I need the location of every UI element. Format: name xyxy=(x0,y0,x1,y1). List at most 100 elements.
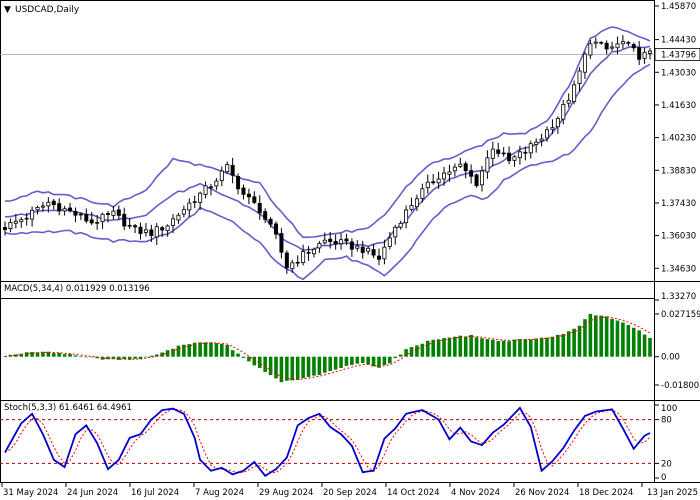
price-bar xyxy=(344,233,349,245)
price-bar xyxy=(8,218,13,233)
macd-bar xyxy=(100,356,105,360)
macd-axis: 0.027159 0.00 -0.018008 xyxy=(655,310,700,391)
price-bar xyxy=(24,212,29,226)
macd-tick-label: -0.018008 xyxy=(661,381,700,391)
macd-bar xyxy=(404,349,408,357)
price-bar xyxy=(490,141,495,167)
macd-bar xyxy=(182,344,186,357)
macd-bar xyxy=(257,356,262,368)
macd-bar xyxy=(371,356,376,367)
price-bar xyxy=(409,197,414,212)
macd-bar xyxy=(295,356,300,380)
price-bar xyxy=(431,173,436,185)
date-tick-label: 31 May 2024 xyxy=(3,488,58,498)
price-bar xyxy=(572,80,577,105)
macd-bar xyxy=(89,356,94,358)
stoch-signal-line xyxy=(4,408,651,474)
price-bar xyxy=(187,198,192,218)
macd-bar xyxy=(398,354,403,357)
macd-bar xyxy=(615,320,620,357)
price-bar xyxy=(599,40,604,45)
price-bar xyxy=(317,241,322,253)
macd-bar xyxy=(366,356,370,365)
macd-bar xyxy=(453,336,457,357)
macd-bar xyxy=(556,334,560,357)
stoch-title: Stoch(5,3,3) 61.6461 64.4961 xyxy=(4,403,132,413)
macd-bar xyxy=(203,342,208,357)
price-bar xyxy=(615,36,620,55)
stoch-tick-label: 0 xyxy=(661,473,666,483)
price-bar xyxy=(138,222,143,240)
macd-bar xyxy=(415,345,419,357)
panel-frames xyxy=(0,0,700,483)
macd-bar xyxy=(41,351,45,357)
price-bar xyxy=(241,184,246,200)
price-bar xyxy=(30,206,35,227)
price-tick-label: 1.38830 xyxy=(661,166,696,176)
macd-bar xyxy=(431,339,435,357)
date-tick-label: 14 Oct 2024 xyxy=(387,488,440,498)
macd-bar xyxy=(236,353,240,357)
macd-bar xyxy=(268,356,273,376)
price-panel: 1.45870 1.44430 1.43030 1.41630 1.40230 1.388… xyxy=(0,2,700,302)
macd-title: MACD(5,34,4) 0.011929 0.013196 xyxy=(4,284,150,294)
date-tick-label: 7 Aug 2024 xyxy=(195,488,244,498)
price-tick-label: 1.36030 xyxy=(661,232,696,242)
macd-bar xyxy=(252,356,257,366)
price-bar xyxy=(436,171,441,189)
macd-bar xyxy=(263,356,267,372)
macd-bar xyxy=(279,356,284,383)
macd-bar xyxy=(46,351,51,357)
price-bar xyxy=(78,212,83,221)
price-bar xyxy=(517,145,522,165)
price-bar xyxy=(122,207,127,231)
macd-bar xyxy=(442,338,446,357)
price-bar xyxy=(257,195,262,220)
macd-bar xyxy=(301,356,305,379)
macd-signal-line xyxy=(4,316,651,381)
macd-bar xyxy=(355,356,360,364)
price-bar xyxy=(127,217,132,229)
macd-bar xyxy=(117,356,121,360)
macd-bar xyxy=(285,356,289,381)
price-bar xyxy=(171,214,176,234)
price-bar xyxy=(274,221,279,240)
price-bar xyxy=(545,126,550,142)
price-bar xyxy=(588,39,593,59)
macd-bar xyxy=(62,354,67,357)
macd-bar xyxy=(328,356,333,372)
macd-bar xyxy=(393,356,398,359)
price-tick-label: 1.41630 xyxy=(661,101,696,111)
title-arrow-icon[interactable]: ▼ xyxy=(4,5,11,15)
macd-bar xyxy=(577,325,582,357)
price-bar xyxy=(95,214,100,230)
macd-bar xyxy=(480,338,484,357)
macd-bar xyxy=(593,315,598,357)
macd-bar xyxy=(73,355,78,357)
macd-bar xyxy=(550,336,555,357)
price-bar xyxy=(225,161,230,174)
macd-bar xyxy=(436,339,441,357)
macd-bar xyxy=(241,356,246,358)
stoch-levels xyxy=(0,419,655,464)
macd-bar xyxy=(566,331,571,357)
price-bar xyxy=(219,166,224,187)
price-tick-label: 1.43030 xyxy=(661,68,696,78)
macd-bar xyxy=(122,356,127,360)
price-bar xyxy=(561,99,566,125)
date-tick-label: 16 Jul 2024 xyxy=(131,488,179,498)
price-tick-label: 1.40230 xyxy=(661,134,696,144)
macd-bar xyxy=(209,342,213,357)
price-bar xyxy=(279,228,284,259)
macd-bar xyxy=(572,328,576,357)
price-bar xyxy=(246,188,251,205)
price-bar xyxy=(301,244,306,266)
price-bar xyxy=(105,210,110,223)
macd-bar xyxy=(512,339,517,357)
macd-bar xyxy=(127,356,132,360)
macd-bar xyxy=(3,356,7,358)
price-bar xyxy=(89,211,94,226)
macd-bar xyxy=(160,352,164,357)
price-bar xyxy=(507,146,512,165)
